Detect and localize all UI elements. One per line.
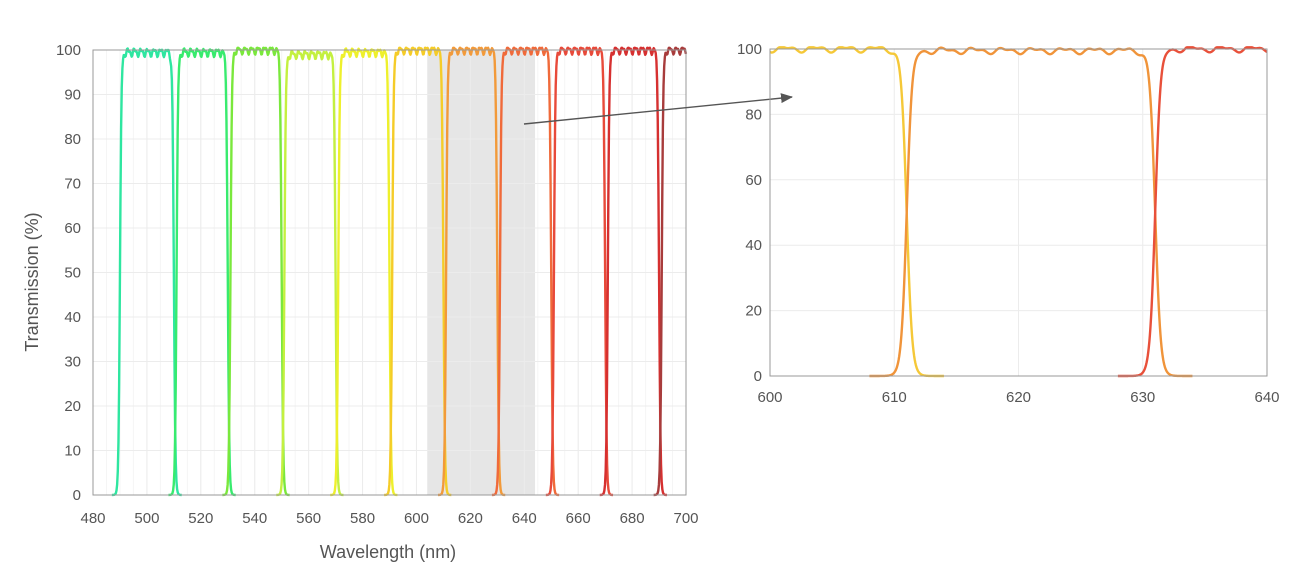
x-tick-label: 560	[296, 510, 321, 527]
y-tick-label: 80	[745, 106, 762, 123]
series-line-7	[437, 46, 506, 497]
y-tick-label: 90	[64, 87, 81, 104]
x-tick-label: 580	[350, 510, 375, 527]
x-tick-label: 620	[458, 510, 483, 527]
series-line-2	[868, 46, 1194, 378]
series-line-8	[491, 46, 560, 497]
inset-series	[769, 46, 1268, 378]
x-tick-label: 520	[188, 510, 213, 527]
inset-frame	[769, 48, 1268, 377]
x-tick-label: 500	[134, 510, 159, 527]
x-tick-label: 660	[566, 510, 591, 527]
zoom-arrow	[523, 93, 793, 125]
series-line-6	[383, 46, 452, 497]
y-tick-label: 20	[745, 303, 762, 320]
y-tick-label: 100	[737, 41, 762, 58]
main-x-axis-title: Wavelength (nm)	[320, 542, 456, 562]
x-tick-label: 630	[1130, 389, 1155, 406]
plot-frame	[92, 49, 687, 496]
y-tick-label: 60	[64, 220, 81, 237]
inset-grid	[769, 48, 1268, 377]
x-tick-label: 640	[512, 510, 537, 527]
main-tick-labels: 480 500 520 540 560 580 600 620 640 660 680 700 0 10 2…	[56, 42, 699, 527]
y-tick-label: 50	[64, 265, 81, 282]
x-tick-label: 700	[673, 510, 698, 527]
main-series	[111, 46, 688, 497]
series-line-10	[599, 46, 668, 497]
plot-frame	[769, 48, 1268, 377]
y-tick-label: 100	[56, 42, 81, 59]
x-tick-label: 600	[757, 389, 782, 406]
x-tick-label: 620	[1006, 389, 1031, 406]
series-line-4	[275, 49, 345, 497]
x-tick-label: 680	[620, 510, 645, 527]
y-tick-label: 0	[73, 487, 81, 504]
y-tick-label: 80	[64, 131, 81, 148]
y-tick-label: 30	[64, 354, 81, 371]
series-line-9	[545, 46, 614, 497]
x-tick-label: 540	[242, 510, 267, 527]
x-tick-label: 600	[404, 510, 429, 527]
series-line-3	[1117, 46, 1268, 378]
y-tick-label: 20	[64, 398, 81, 415]
series-line-1	[769, 46, 945, 378]
y-tick-label: 70	[64, 176, 81, 193]
y-tick-label: 10	[64, 443, 81, 460]
series-line-11	[653, 46, 688, 497]
series-line-1	[111, 47, 183, 497]
x-tick-label: 640	[1254, 389, 1279, 406]
x-tick-label: 480	[80, 510, 105, 527]
y-tick-label: 40	[64, 309, 81, 326]
series-line-3	[221, 46, 291, 497]
series-line-2	[167, 47, 237, 497]
main-y-axis-title: Transmission (%)	[22, 212, 42, 351]
y-tick-label: 0	[754, 368, 762, 385]
x-tick-label: 610	[882, 389, 907, 406]
series-line-5	[329, 47, 398, 497]
main-transmission-chart: 480 500 520 540 560 580 600 620 640 660 680 700 0 10 2…	[22, 42, 699, 562]
zoom-inset-chart: 600 610 620 630 640 0 20 40 60 80 100	[737, 41, 1280, 406]
y-tick-label: 40	[745, 237, 762, 254]
main-frame	[92, 49, 687, 496]
y-tick-label: 60	[745, 172, 762, 189]
inset-tick-labels: 600 610 620 630 640 0 20 40 60 80 100	[737, 41, 1280, 406]
